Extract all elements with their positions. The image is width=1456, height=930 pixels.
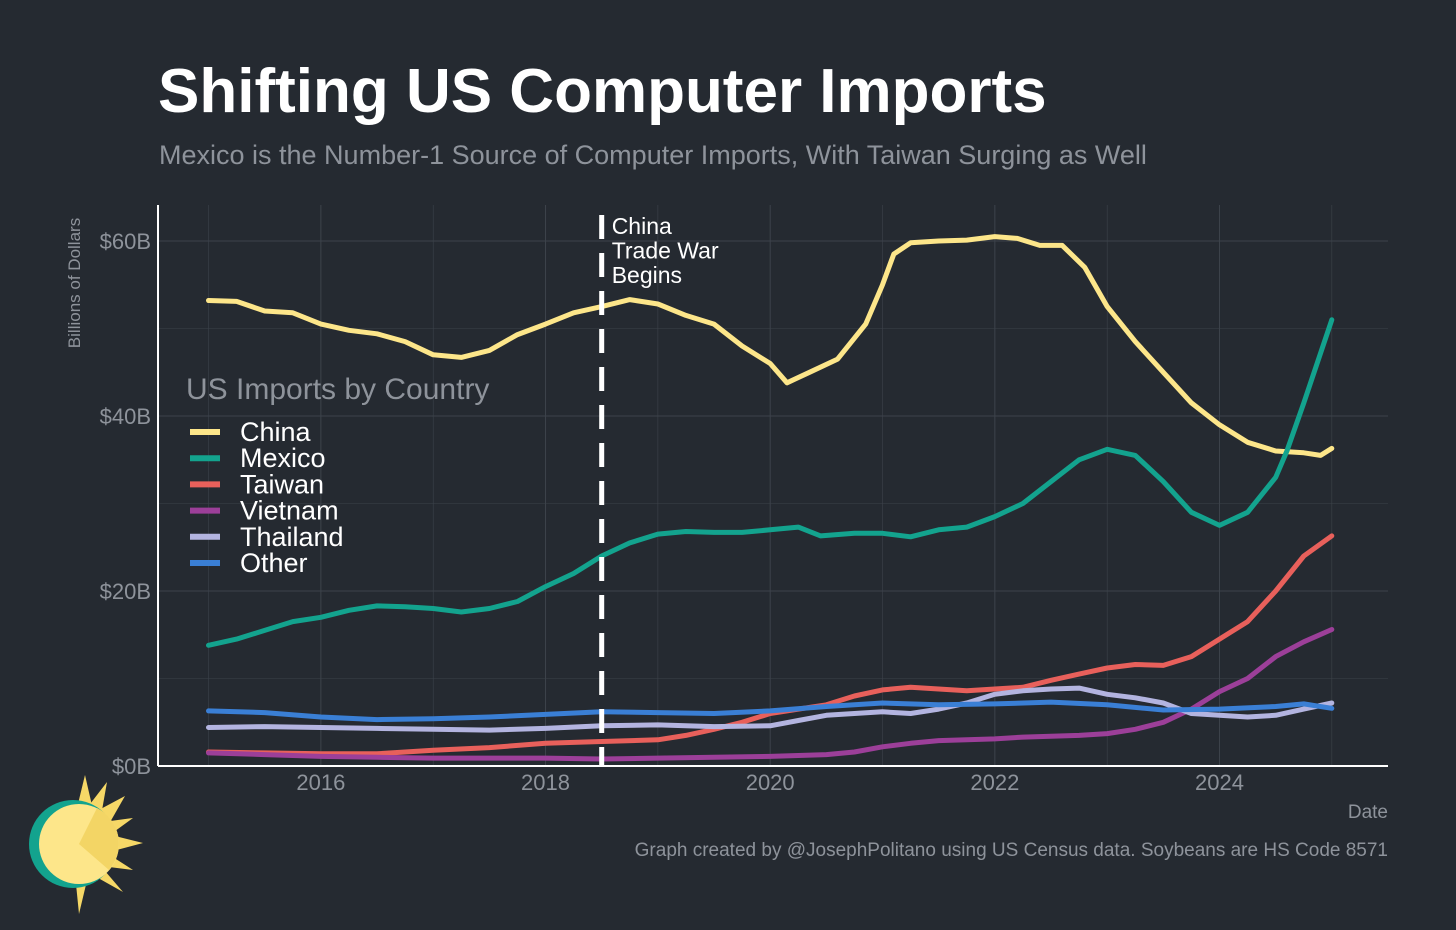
page-subtitle: Mexico is the Number-1 Source of Compute… bbox=[159, 140, 1147, 170]
legend-label: Thailand bbox=[240, 522, 344, 552]
y-tick-label: $40B bbox=[100, 404, 151, 429]
chart-credit: Graph created by @JosephPolitano using U… bbox=[634, 840, 1388, 861]
legend-title: US Imports by Country bbox=[186, 373, 489, 406]
x-axis-title: Date bbox=[1348, 802, 1388, 823]
legend-label: Other bbox=[240, 548, 308, 578]
x-tick-label: 2020 bbox=[746, 770, 795, 795]
y-tick-label: $20B bbox=[100, 579, 151, 604]
series-line-other bbox=[206, 699, 1335, 723]
series-line-thailand bbox=[206, 685, 1335, 733]
series-line-mexico bbox=[206, 317, 1335, 648]
x-tick-label: 2018 bbox=[521, 770, 570, 795]
page-title: Shifting US Computer Imports bbox=[158, 57, 1047, 126]
legend-label: China bbox=[240, 417, 312, 447]
trade-war-annotation: Trade War bbox=[612, 238, 719, 264]
sun-icon bbox=[29, 775, 143, 914]
x-tick-label: 2016 bbox=[296, 770, 345, 795]
legend-label: Taiwan bbox=[240, 469, 324, 499]
legend-label: Mexico bbox=[240, 443, 326, 473]
trade-war-annotation: Begins bbox=[612, 262, 682, 288]
y-tick-label: $0B bbox=[112, 754, 151, 779]
y-tick-label: $60B bbox=[100, 229, 151, 254]
trade-war-annotation: China bbox=[612, 213, 672, 239]
series-line-china bbox=[206, 234, 1335, 458]
series-line-vietnam bbox=[206, 627, 1335, 762]
x-tick-label: 2024 bbox=[1195, 770, 1244, 795]
x-tick-label: 2022 bbox=[970, 770, 1019, 795]
y-axis-title: Billions of Dollars bbox=[65, 218, 84, 348]
legend-label: Vietnam bbox=[240, 496, 339, 526]
series-line-taiwan bbox=[206, 533, 1335, 757]
